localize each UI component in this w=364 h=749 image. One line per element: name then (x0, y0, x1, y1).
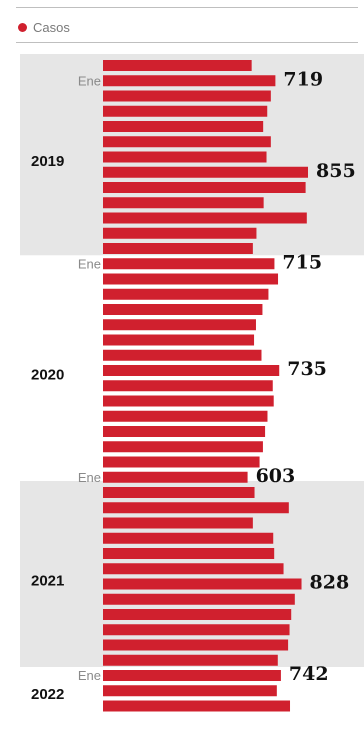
data-label: 735 (287, 358, 327, 380)
bar (103, 136, 271, 148)
bar (103, 75, 276, 87)
bar (103, 639, 289, 651)
bar (103, 319, 256, 331)
bar (103, 624, 290, 636)
legend-swatch (18, 22, 27, 32)
bar (103, 441, 263, 453)
legend-label: Casos (33, 19, 70, 35)
bar (103, 517, 253, 529)
month-label-ene: Ene (78, 73, 101, 88)
year-label-2022: 2022 (31, 686, 64, 703)
bar (103, 212, 307, 224)
bar (103, 700, 291, 712)
bar (103, 456, 260, 468)
bar (103, 258, 275, 270)
bar (103, 273, 279, 285)
legend: Casos (18, 16, 70, 38)
bar (103, 502, 289, 514)
month-label-ene: Ene (78, 668, 101, 683)
bar (103, 410, 268, 422)
bar (103, 151, 267, 163)
data-label: 855 (316, 160, 356, 182)
bar (103, 426, 266, 437)
bar (103, 487, 255, 498)
bar (103, 654, 278, 666)
month-label-ene: Ene (78, 470, 101, 485)
legend-rule (16, 42, 358, 43)
bar (103, 395, 274, 407)
bar (103, 670, 281, 681)
bar (103, 166, 308, 178)
bar (103, 593, 295, 605)
bar (103, 60, 252, 71)
bar (103, 288, 269, 300)
top-rule (16, 7, 358, 8)
bar (103, 532, 274, 544)
bar (103, 685, 277, 697)
bar (103, 365, 280, 376)
year-label-2021: 2021 (31, 573, 64, 590)
bar (103, 609, 292, 620)
bar (103, 197, 264, 209)
month-label-ene: Ene (78, 256, 101, 271)
bar (103, 548, 275, 559)
data-label: 742 (289, 663, 329, 685)
bar (103, 243, 253, 254)
data-label: 603 (256, 465, 296, 487)
bar (103, 105, 268, 117)
year-label-2019: 2019 (31, 153, 64, 170)
bar (103, 380, 273, 392)
bar (103, 227, 257, 239)
data-label: 828 (310, 572, 350, 594)
year-label-2020: 2020 (31, 367, 64, 384)
bar (103, 304, 263, 315)
bar (103, 182, 306, 193)
bar (103, 471, 248, 483)
data-label: 715 (282, 251, 322, 273)
bar (103, 334, 255, 346)
bar (103, 578, 302, 590)
data-label: 719 (283, 68, 323, 90)
bar (103, 563, 284, 575)
bar (103, 121, 264, 132)
bar (103, 90, 271, 102)
bar (103, 349, 262, 361)
